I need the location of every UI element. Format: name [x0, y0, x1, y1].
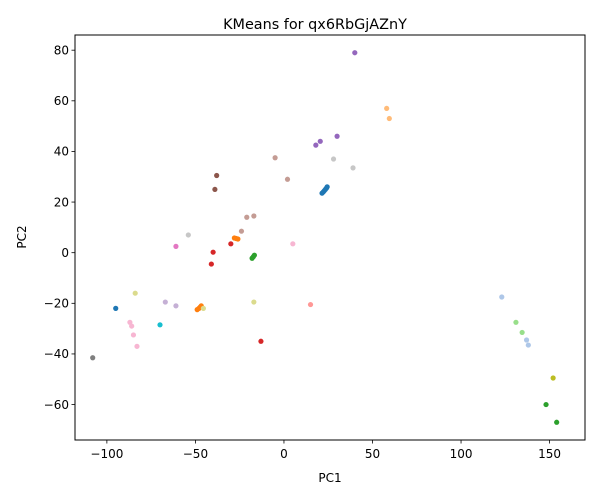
scatter-point [324, 184, 330, 190]
scatter-point [132, 290, 138, 296]
x-tick-label: −50 [183, 447, 208, 461]
scatter-point [251, 299, 257, 305]
scatter-point [258, 338, 264, 344]
scatter-point [228, 241, 234, 247]
scatter-point [235, 236, 241, 242]
scatter-point [251, 213, 257, 219]
scatter-point [162, 299, 168, 305]
scatter-point [352, 50, 358, 56]
scatter-point [307, 301, 314, 308]
x-axis-ticks: −100 −50 0 50 100 150 [90, 440, 561, 461]
scatter-point [214, 172, 220, 179]
scatter-point [134, 343, 140, 349]
scatter-point [550, 375, 556, 381]
y-tick-label: −60 [44, 398, 69, 412]
scatter-point [386, 115, 392, 122]
y-tick-label: 80 [54, 43, 69, 57]
x-tick-label: 100 [450, 447, 473, 461]
scatter-point [290, 241, 296, 247]
scatter-point [208, 261, 214, 267]
scatter-point [210, 249, 216, 255]
y-tick-label: 20 [54, 195, 69, 209]
scatter-point [554, 419, 560, 425]
y-tick-label: 0 [61, 246, 69, 260]
scatter-point [523, 337, 530, 343]
scatter-point [129, 323, 135, 329]
x-tick-label: −100 [90, 447, 123, 461]
scatter-point [173, 243, 179, 249]
y-tick-label: 60 [54, 94, 69, 108]
scatter-point [513, 319, 519, 325]
scatter-point [212, 186, 218, 193]
y-axis-ticks: −60 −40 −20 0 20 40 60 80 [44, 43, 75, 412]
axes-frame [74, 34, 586, 441]
scatter-point [499, 294, 505, 300]
scatter-point [350, 165, 356, 171]
scatter-point [113, 305, 119, 311]
x-tick-label: 150 [538, 447, 561, 461]
scatter-point [157, 322, 163, 328]
x-tick-label: 0 [280, 447, 288, 461]
y-tick-label: −20 [44, 297, 69, 311]
scatter-point [330, 156, 337, 162]
scatter-point [313, 142, 319, 148]
scatter-point [317, 138, 323, 144]
scatter-point [251, 252, 257, 258]
x-tick-label: 50 [365, 447, 380, 461]
y-axis-label: PC2 [15, 225, 29, 248]
scatter-point [130, 332, 137, 338]
scatter-point [284, 176, 291, 182]
y-tick-label: 40 [54, 145, 69, 159]
data-points [90, 50, 560, 425]
scatter-point [244, 214, 250, 220]
scatter-point [173, 303, 179, 309]
x-axis-label: PC1 [318, 471, 341, 485]
y-tick-label: −40 [44, 347, 69, 361]
scatter-point [272, 155, 278, 161]
scatter-point [200, 305, 206, 311]
scatter-point [238, 228, 245, 234]
scatter-point [185, 232, 191, 238]
chart-title: KMeans for qx6RbGjAZnY [223, 17, 407, 33]
scatter-point [519, 329, 525, 336]
scatter-point [543, 401, 549, 408]
scatter-point [334, 133, 340, 139]
scatter-point [384, 105, 390, 112]
scatter-point [90, 355, 96, 361]
scatter-point [525, 342, 531, 348]
